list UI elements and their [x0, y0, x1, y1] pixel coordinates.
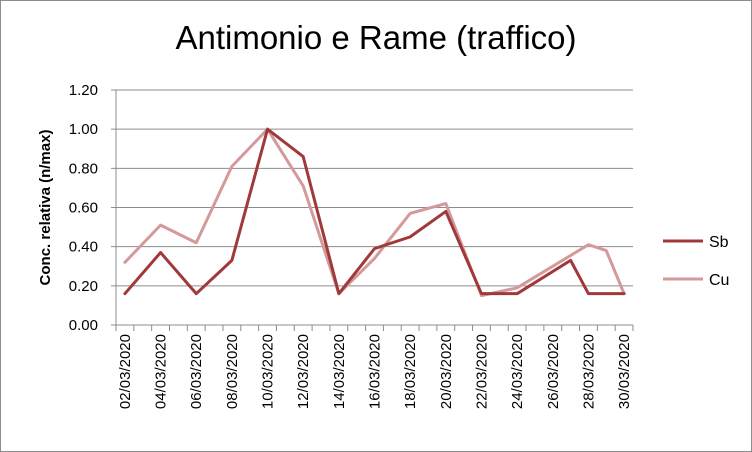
- y-tick-label: 1.20: [69, 82, 98, 99]
- legend-label-cu: Cu: [709, 272, 729, 289]
- series-line-cu: [123, 127, 626, 298]
- y-tick-label: 0.20: [69, 278, 98, 295]
- series-line-sb: [123, 127, 626, 296]
- y-tick-label: 0.40: [69, 239, 98, 256]
- y-axis-label: Conc. relativa (n/max): [37, 130, 54, 286]
- x-tick-label: 02/03/2020: [117, 334, 134, 409]
- x-tick-label: 08/03/2020: [224, 334, 241, 409]
- x-tick-label: 20/03/2020: [438, 334, 455, 409]
- y-tick-label: 0.00: [69, 317, 98, 334]
- x-tick-label: 16/03/2020: [367, 334, 384, 409]
- y-tick-label: 1.00: [69, 121, 98, 138]
- chart-title: Antimonio e Rame (traffico): [175, 19, 577, 56]
- x-tick-label: 28/03/2020: [580, 334, 597, 409]
- x-tick-label: 10/03/2020: [260, 334, 277, 409]
- x-tick-label: 24/03/2020: [509, 334, 526, 409]
- x-tick-label: 22/03/2020: [473, 334, 490, 409]
- x-tick-label: 14/03/2020: [331, 334, 348, 409]
- x-tick-label: 30/03/2020: [616, 334, 633, 409]
- x-tick-label: 06/03/2020: [188, 334, 205, 409]
- legend-label-sb: Sb: [709, 234, 729, 251]
- y-tick-label: 0.80: [69, 160, 98, 177]
- x-tick-label: 04/03/2020: [153, 334, 170, 409]
- x-tick-label: 12/03/2020: [295, 334, 312, 409]
- x-tick-label: 26/03/2020: [545, 334, 562, 409]
- y-tick-label: 0.60: [69, 200, 98, 217]
- x-tick-label: 18/03/2020: [402, 334, 419, 409]
